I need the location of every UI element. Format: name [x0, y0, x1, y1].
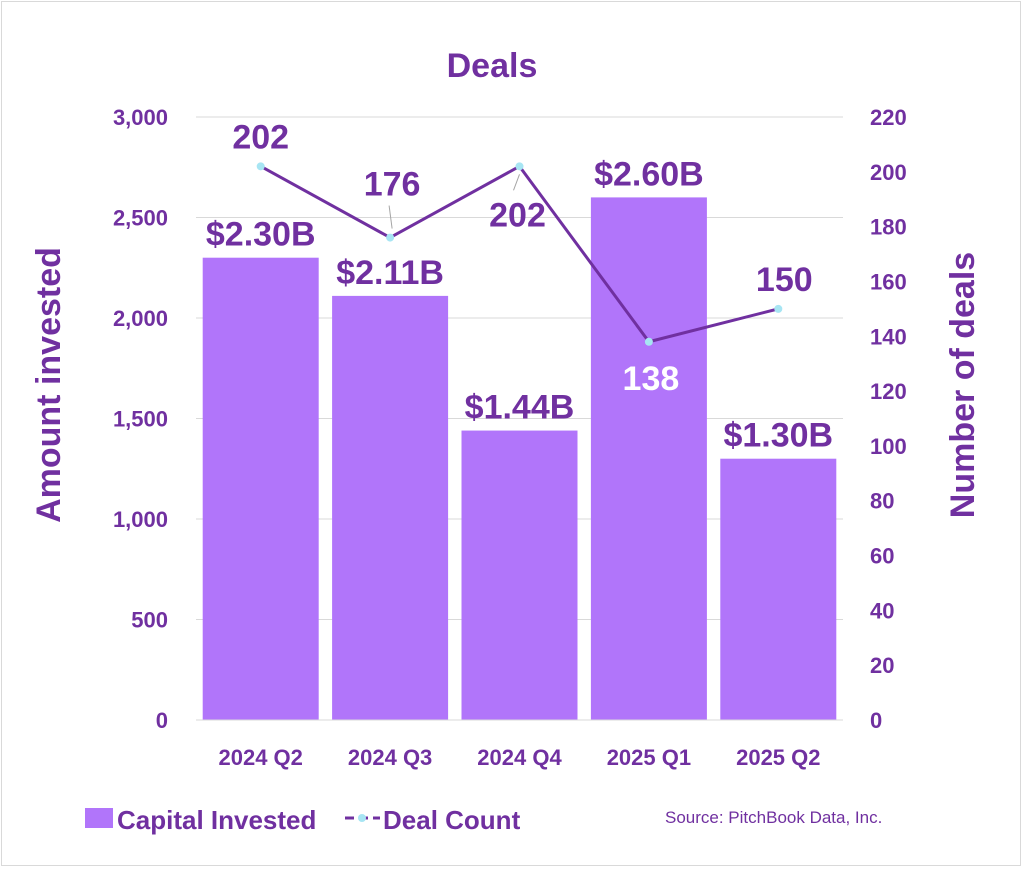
y-axis-right-tick-label: 80: [870, 489, 894, 514]
y-axis-left-tick-label: 500: [131, 608, 168, 633]
bar-capital-invested: [461, 430, 578, 720]
line-data-label: 176: [364, 166, 421, 204]
line-marker-deal-count: [774, 304, 783, 313]
bar-capital-invested: [590, 197, 707, 720]
legend-swatch-capital-invested: [85, 808, 113, 828]
y-axis-right-tick-label: 200: [870, 160, 907, 185]
x-axis-tick-label: 2024 Q4: [477, 745, 562, 770]
y-axis-right-tick-label: 140: [870, 324, 907, 349]
x-axis-tick-label: 2025 Q1: [607, 745, 691, 770]
line-marker-deal-count: [644, 337, 653, 346]
bar-capital-invested: [332, 295, 449, 720]
axes: 0 500 1,000 1,500 2,000 2,500 3,000 0 20 40 60 80 10…: [113, 105, 907, 770]
legend-label-deal-count: Deal Count: [383, 805, 521, 835]
chart-title: Deals: [447, 47, 538, 85]
y-axis-left-tick-label: 1,500: [113, 407, 168, 432]
y-axis-right-tick-label: 120: [870, 379, 907, 404]
bar-data-label: $2.30B: [206, 216, 316, 254]
y-axis-right-tick-label: 100: [870, 434, 907, 459]
x-axis-tick-label: 2024 Q3: [348, 745, 432, 770]
y-axis-right-tick-label: 20: [870, 653, 894, 678]
line-data-label: 202: [232, 118, 289, 156]
data-labels: $2.30B $2.11B $1.44B $2.60B $1.30B 202 176 202 1…: [206, 118, 833, 454]
y-axis-right-tick-label: 160: [870, 269, 907, 294]
y-axis-left-tick-label: 1,000: [113, 507, 168, 532]
bar-series: [202, 197, 837, 720]
y-axis-right-tick-label: 60: [870, 544, 894, 569]
legend-label-capital-invested: Capital Invested: [117, 805, 316, 835]
line-marker-deal-count: [515, 162, 524, 171]
x-axis-tick-label: 2025 Q2: [736, 745, 820, 770]
bar-data-label: $2.11B: [336, 254, 444, 292]
y-axis-right-tick-label: 220: [870, 105, 907, 130]
y-axis-right-tick-label: 180: [870, 215, 907, 240]
y-axis-left-tick-label: 2,000: [113, 306, 168, 331]
y-axis-left-tick-label: 3,000: [113, 105, 168, 130]
y-axis-right-tick-label: 40: [870, 598, 894, 623]
x-axis-tick-label: 2024 Q2: [218, 745, 302, 770]
line-data-label: 202: [489, 196, 546, 234]
y-axis-right-tick-label: 0: [870, 708, 882, 733]
source-note: Source: PitchBook Data, Inc.: [665, 808, 882, 827]
y-axis-right-title: Number of deals: [944, 252, 982, 518]
line-marker-deal-count: [256, 162, 265, 171]
y-axis-left-title: Amount invested: [30, 247, 68, 523]
y-axis-left-tick-label: 0: [156, 708, 168, 733]
legend-swatch-deal-count-marker: [358, 814, 366, 822]
legend: Capital Invested Deal Count: [85, 805, 521, 835]
line-series: [256, 162, 783, 346]
line-marker-deal-count: [386, 233, 395, 242]
line-data-label: 138: [623, 360, 680, 398]
data-label-leader-line: [513, 174, 520, 191]
bar-data-label: $1.44B: [465, 389, 575, 427]
bar-capital-invested: [202, 257, 319, 720]
y-axis-left-tick-label: 2,500: [113, 206, 168, 231]
bar-data-label: $1.30B: [723, 417, 833, 455]
data-label-leader-line: [388, 205, 393, 229]
bar-capital-invested: [720, 458, 837, 720]
line-data-label: 150: [756, 261, 813, 299]
bar-data-label: $2.60B: [594, 155, 704, 193]
